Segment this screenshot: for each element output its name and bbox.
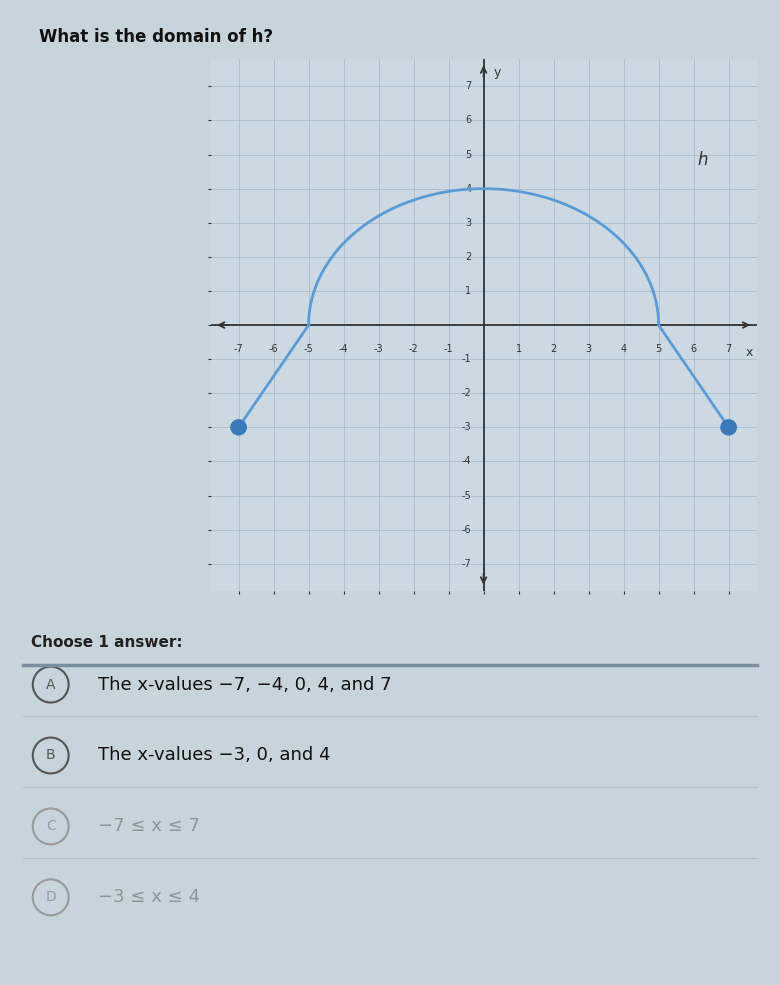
Circle shape — [721, 420, 736, 434]
Text: -1: -1 — [444, 344, 453, 354]
Text: x: x — [746, 346, 753, 359]
Text: What is the domain of h?: What is the domain of h? — [39, 28, 273, 45]
Text: -6: -6 — [269, 344, 278, 354]
Text: -1: -1 — [462, 355, 471, 364]
Text: 3: 3 — [465, 218, 471, 228]
Text: -5: -5 — [462, 491, 471, 500]
Text: h: h — [697, 151, 707, 168]
Text: 6: 6 — [465, 115, 471, 125]
Text: -6: -6 — [462, 525, 471, 535]
Text: B: B — [46, 749, 55, 762]
Text: Choose 1 answer:: Choose 1 answer: — [31, 635, 183, 650]
Text: -3: -3 — [462, 423, 471, 432]
Text: 2: 2 — [551, 344, 557, 354]
Text: −7 ≤ x ≤ 7: −7 ≤ x ≤ 7 — [98, 818, 200, 835]
Text: -4: -4 — [462, 456, 471, 467]
Text: 1: 1 — [465, 286, 471, 296]
Text: 5: 5 — [465, 150, 471, 160]
Text: -4: -4 — [339, 344, 349, 354]
Text: -2: -2 — [462, 388, 471, 398]
Text: 7: 7 — [725, 344, 732, 354]
Text: 2: 2 — [465, 252, 471, 262]
Text: -5: -5 — [303, 344, 314, 354]
Text: A: A — [46, 678, 55, 691]
Text: -3: -3 — [374, 344, 384, 354]
Text: 4: 4 — [621, 344, 626, 354]
Text: 4: 4 — [465, 183, 471, 194]
Text: -7: -7 — [234, 344, 243, 354]
Text: 1: 1 — [516, 344, 522, 354]
Text: 6: 6 — [690, 344, 697, 354]
Text: 5: 5 — [655, 344, 661, 354]
Text: −3 ≤ x ≤ 4: −3 ≤ x ≤ 4 — [98, 888, 200, 906]
Text: C: C — [46, 820, 55, 833]
Text: 3: 3 — [586, 344, 592, 354]
Text: -2: -2 — [409, 344, 419, 354]
Text: D: D — [45, 890, 56, 904]
Text: -7: -7 — [462, 558, 471, 568]
Text: The x-values −7, −4, 0, 4, and 7: The x-values −7, −4, 0, 4, and 7 — [98, 676, 391, 693]
Circle shape — [231, 420, 246, 434]
Text: The x-values −3, 0, and 4: The x-values −3, 0, and 4 — [98, 747, 330, 764]
Text: 7: 7 — [465, 82, 471, 92]
Text: y: y — [494, 66, 502, 79]
